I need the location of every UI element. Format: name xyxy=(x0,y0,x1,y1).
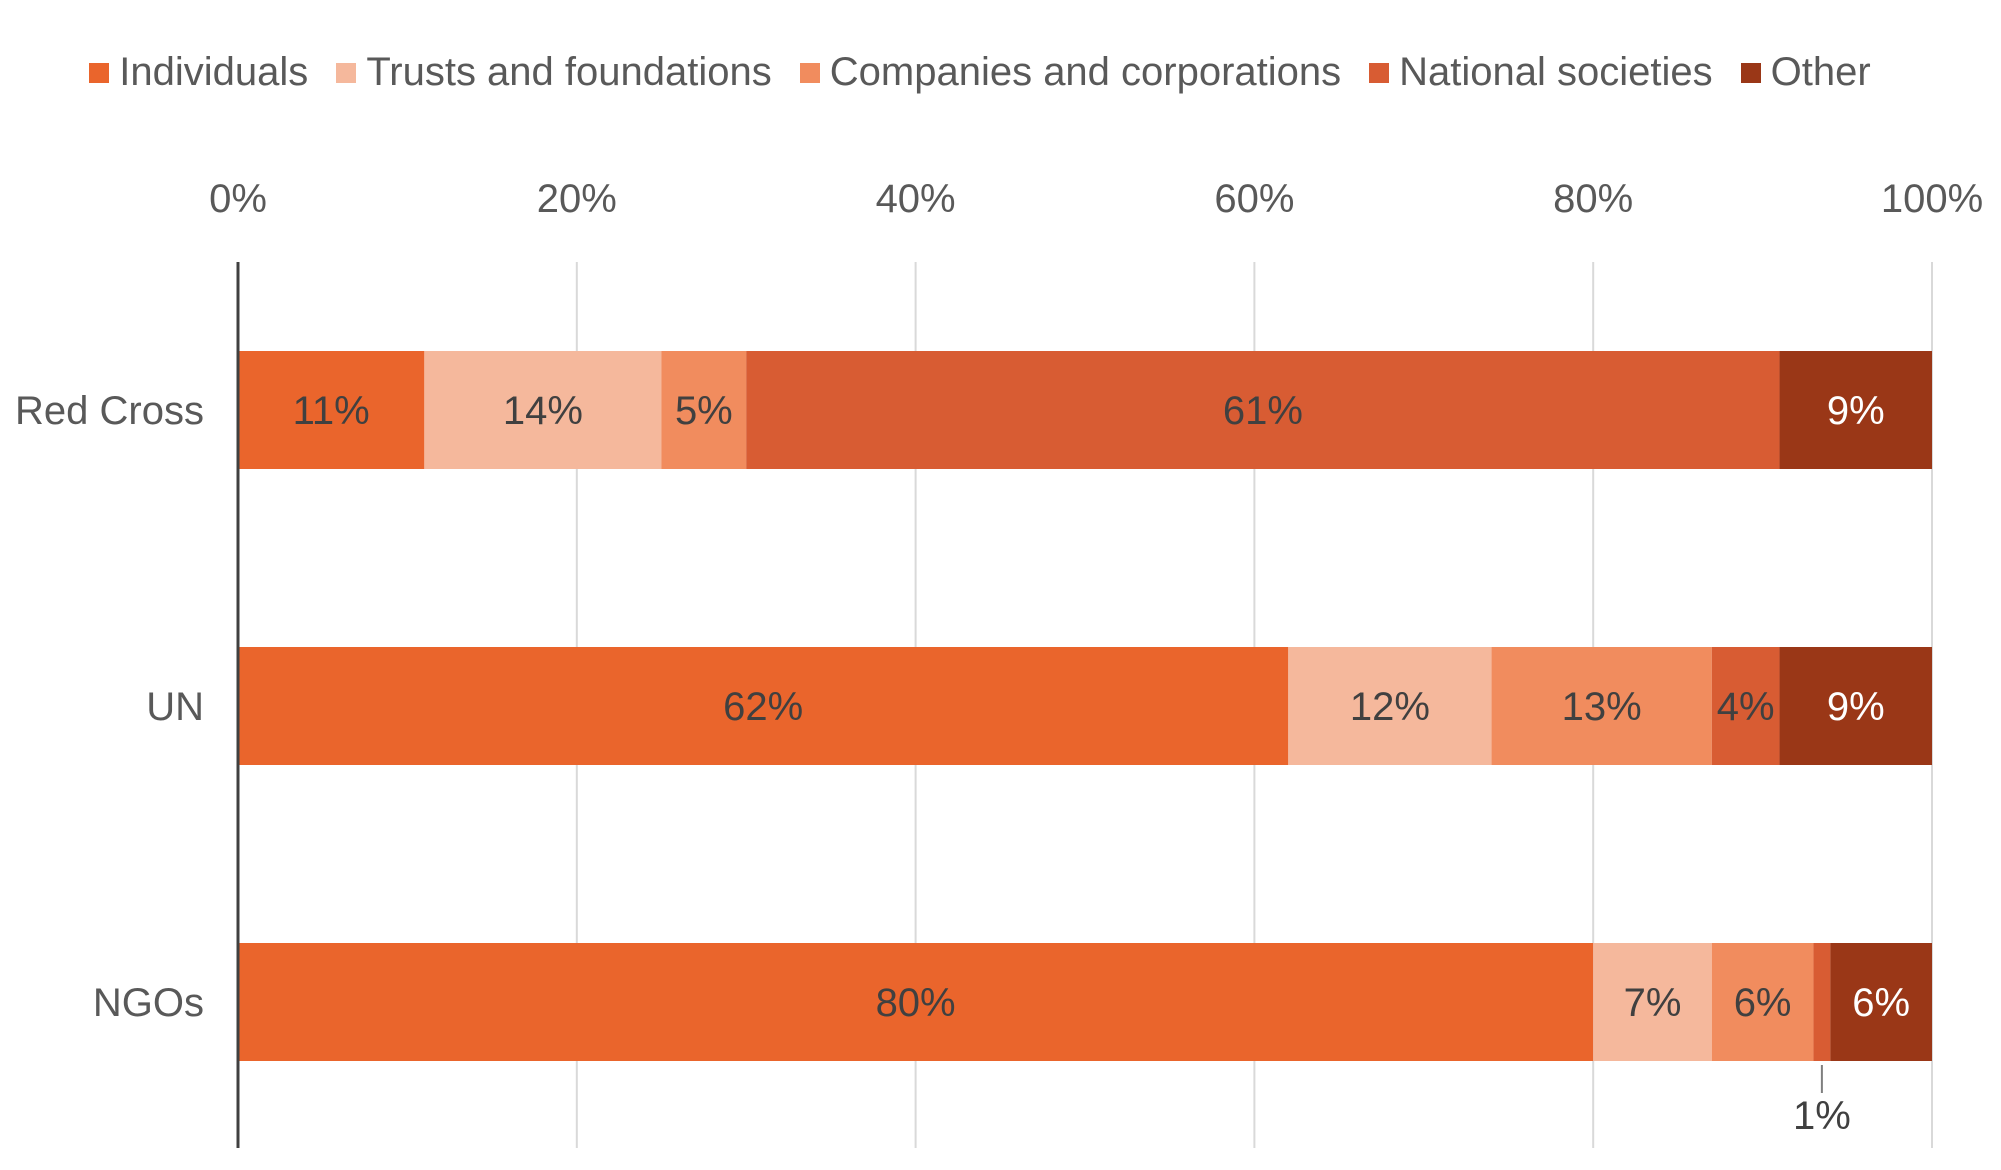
y-axis-category-labels: Red Cross UN NGOs xyxy=(15,389,204,1025)
bar-segment xyxy=(238,943,1594,1061)
data-label: 5% xyxy=(675,389,733,433)
x-tick-label: 0% xyxy=(209,177,267,221)
bar-segment xyxy=(746,351,1780,469)
y-category-label: NGOs xyxy=(93,981,204,1025)
legend-item-trusts-and-foundations: Trusts and foundations xyxy=(336,50,772,95)
y-category-label: UN xyxy=(146,685,204,729)
legend-label-national-societies: National societies xyxy=(1399,50,1713,94)
bar-segment xyxy=(1711,647,1780,765)
legend-swatch-trusts-and-foundations xyxy=(336,62,357,83)
legend-item-other: Other xyxy=(1740,50,1871,95)
x-axis-tick-labels: 0% 20% 40% 60% 80% 100% xyxy=(209,177,1983,221)
legend-swatch-other xyxy=(1740,62,1761,83)
bar-segment xyxy=(238,647,1289,765)
bar-segment xyxy=(1288,647,1492,765)
y-category-label: Red Cross xyxy=(15,389,204,433)
bar-segment xyxy=(1830,943,1932,1061)
bar-segment xyxy=(238,351,425,469)
legend-label-trusts-and-foundations: Trusts and foundations xyxy=(366,50,772,94)
bar-segment xyxy=(424,351,662,469)
bars: 11% 14% 5% 61% 9% 62% 12% 13% 4% 9% 80% 7% 6% 1% 6% xyxy=(238,351,1932,1138)
legend-label-other: Other xyxy=(1770,50,1871,94)
legend-label-companies-and-corporations: Companies and corporations xyxy=(829,50,1342,94)
legend-swatch-individuals xyxy=(89,62,110,83)
data-label: 12% xyxy=(1350,685,1430,729)
data-label: 9% xyxy=(1827,389,1885,433)
data-label: 11% xyxy=(293,389,370,433)
x-tick-label: 20% xyxy=(537,177,617,221)
data-label: 13% xyxy=(1562,685,1642,729)
x-tick-label: 60% xyxy=(1214,177,1294,221)
legend-item-national-societies: National societies xyxy=(1369,50,1713,95)
x-tick-label: 40% xyxy=(876,177,956,221)
bar-segment xyxy=(1779,647,1932,765)
data-label: 9% xyxy=(1827,685,1885,729)
legend-item-individuals: Individuals xyxy=(89,50,308,95)
data-label: 80% xyxy=(876,981,956,1025)
data-label: 6% xyxy=(1852,981,1910,1025)
bar-segment xyxy=(1779,351,1932,469)
data-label: 14% xyxy=(503,389,583,433)
data-label: 61% xyxy=(1223,389,1303,433)
x-tick-label: 100% xyxy=(1881,177,1983,221)
legend-item-companies-and-corporations: Companies and corporations xyxy=(799,50,1342,95)
bar-segment xyxy=(1711,943,1814,1061)
data-label: 62% xyxy=(723,685,803,729)
legend: Individuals Trusts and foundations Compa… xyxy=(0,50,1960,95)
legend-swatch-national-societies xyxy=(1369,62,1390,83)
x-tick-label: 80% xyxy=(1553,177,1633,221)
data-label: 1% xyxy=(1793,1094,1851,1138)
bar-segment xyxy=(1491,647,1712,765)
bar-segment xyxy=(1813,943,1831,1061)
data-label: 6% xyxy=(1734,981,1792,1025)
bar-segment xyxy=(661,351,747,469)
legend-label-individuals: Individuals xyxy=(119,50,309,94)
bar-segment xyxy=(1593,943,1712,1061)
data-label: 4% xyxy=(1717,685,1775,729)
data-label: 7% xyxy=(1624,981,1682,1025)
legend-swatch-companies-and-corporations xyxy=(799,62,820,83)
